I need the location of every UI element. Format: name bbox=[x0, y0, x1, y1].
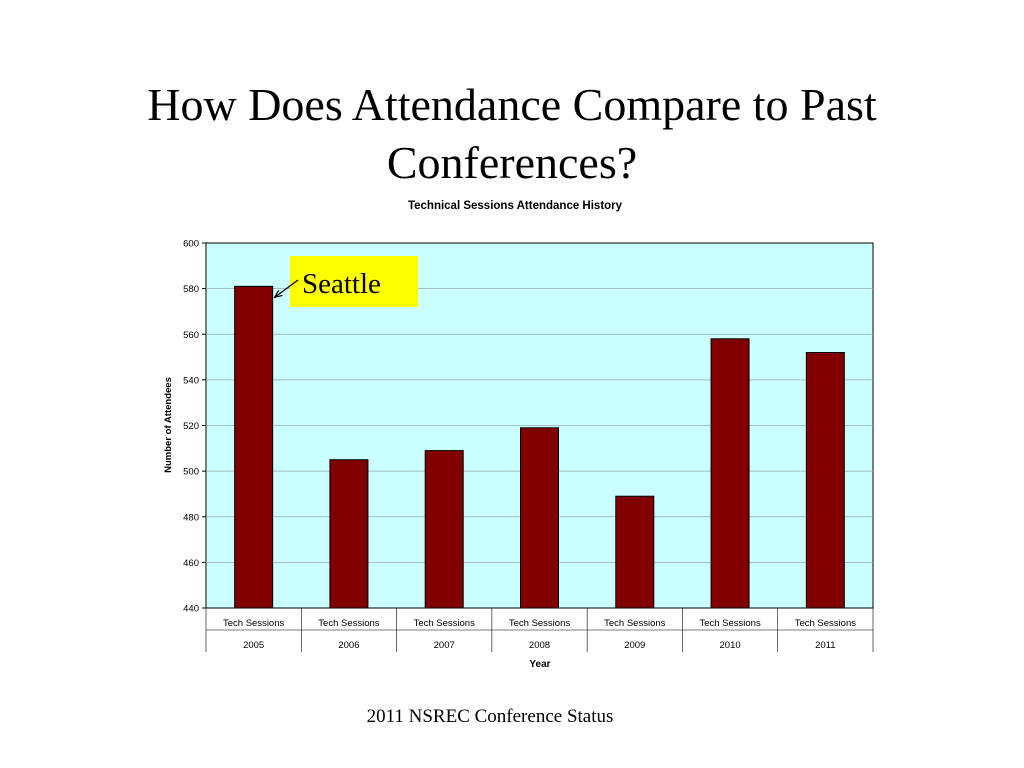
x-tick-label: Tech Sessions bbox=[223, 618, 285, 629]
x-tick-label: Tech Sessions bbox=[318, 618, 380, 629]
y-tick-label: 540 bbox=[183, 375, 199, 386]
y-axis-label: Number of Attendees bbox=[163, 377, 174, 473]
y-tick-label: 480 bbox=[183, 512, 199, 523]
x-tick-label-year: 2011 bbox=[815, 640, 835, 651]
bars bbox=[234, 285, 845, 609]
x-tick-label-year: 2010 bbox=[720, 640, 741, 651]
y-tick-label: 520 bbox=[183, 421, 199, 432]
y-tick-label: 580 bbox=[183, 284, 199, 295]
x-axis-ticks: Tech Sessions 2005 Tech Sessions 2006 Tech S… bbox=[205, 608, 874, 652]
y-tick-label: 460 bbox=[183, 558, 199, 569]
bar bbox=[615, 495, 655, 609]
x-tick-label: Tech Sessions bbox=[699, 618, 761, 629]
x-tick-label: Tech Sessions bbox=[795, 618, 857, 629]
callout-arrow-line bbox=[274, 279, 299, 298]
bar bbox=[710, 338, 750, 609]
slide-title-line-1: How Does Attendance Compare to Past bbox=[147, 79, 877, 130]
bar bbox=[329, 459, 369, 609]
chart-title: Technical Sessions Attendance History bbox=[408, 200, 623, 212]
bar bbox=[234, 285, 274, 609]
seattle-callout: Seattle bbox=[273, 256, 418, 307]
callout-arrow-head bbox=[273, 290, 283, 299]
bar bbox=[424, 450, 464, 609]
x-tick-label-year: 2006 bbox=[338, 640, 359, 651]
slide-title: How Does Attendance Compare to Past Conf… bbox=[0, 76, 1024, 192]
bar bbox=[805, 352, 845, 609]
slide-footer: 2011 NSREC Conference Status bbox=[366, 706, 614, 727]
x-tick-label: Tech Sessions bbox=[509, 618, 571, 629]
x-tick-label-year: 2007 bbox=[434, 640, 455, 651]
y-tick-label: 600 bbox=[183, 239, 199, 250]
y-tick-label: 560 bbox=[183, 330, 199, 341]
x-axis-label: Year bbox=[529, 659, 550, 670]
x-tick-label-year: 2009 bbox=[624, 640, 645, 651]
x-tick-label: Tech Sessions bbox=[414, 618, 476, 629]
x-tick-label-year: 2005 bbox=[243, 640, 264, 651]
y-tick-label: 440 bbox=[183, 604, 199, 615]
x-tick-label: Tech Sessions bbox=[604, 618, 666, 629]
callout-text: Seattle bbox=[302, 268, 381, 300]
y-tick-label: 500 bbox=[183, 467, 199, 478]
bar bbox=[520, 427, 559, 609]
slide-title-line-2: Conferences? bbox=[386, 137, 638, 188]
x-tick-label-year: 2008 bbox=[529, 640, 550, 651]
y-axis-ticks: 440 460 480 500 520 540 560 580 600 bbox=[183, 239, 206, 615]
callout-box bbox=[290, 256, 418, 307]
